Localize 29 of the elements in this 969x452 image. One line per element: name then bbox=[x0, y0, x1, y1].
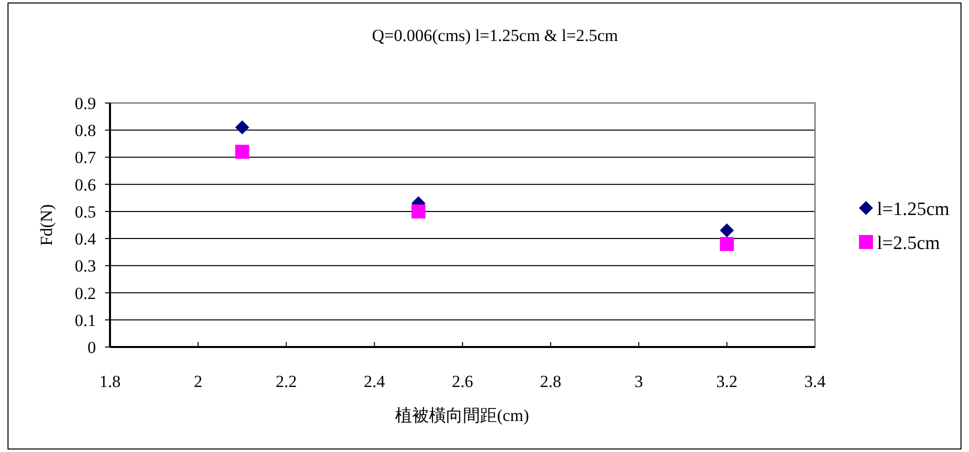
y-axis-title: Fd(N) bbox=[37, 204, 56, 246]
y-tick-label: 0.7 bbox=[74, 148, 96, 168]
y-tick-label: 0.9 bbox=[74, 94, 96, 113]
x-tick-label: 2.8 bbox=[540, 372, 562, 391]
y-tick-label: 0.3 bbox=[74, 256, 96, 276]
x-axis-title: 植被橫向間距(cm) bbox=[394, 406, 530, 425]
y-tick-label: 0 bbox=[88, 338, 96, 357]
point bbox=[235, 144, 250, 159]
x-tick-label: 2.2 bbox=[276, 372, 297, 391]
y-tick-label: 0.1 bbox=[74, 310, 96, 330]
legend-label: l=2.5cm bbox=[877, 233, 940, 254]
x-tick-label: 3.4 bbox=[804, 372, 826, 391]
x-tick-label: 1.8 bbox=[99, 372, 121, 391]
point bbox=[411, 204, 426, 218]
y-tick-label: 0.6 bbox=[74, 175, 96, 194]
y-tick-label: 0.2 bbox=[74, 284, 96, 303]
x-tick-label: 2.4 bbox=[364, 372, 386, 391]
x-tick-label: 3 bbox=[634, 372, 643, 391]
chart-title: Q=0.006(cms) l=1.25cm & l=2.5cm bbox=[372, 26, 618, 45]
y-tick-label: 0.4 bbox=[74, 230, 96, 249]
x-tick-label: 2.6 bbox=[452, 372, 474, 391]
y-tick-label: 0.8 bbox=[74, 121, 96, 140]
legend-label: l=1.25cm bbox=[877, 199, 950, 220]
y-tick-label: 0.5 bbox=[74, 202, 96, 222]
x-tick-label: 3.2 bbox=[716, 372, 738, 391]
point bbox=[720, 223, 734, 238]
x-tick-label: 2 bbox=[194, 372, 202, 391]
point bbox=[720, 236, 734, 251]
point bbox=[235, 120, 250, 134]
